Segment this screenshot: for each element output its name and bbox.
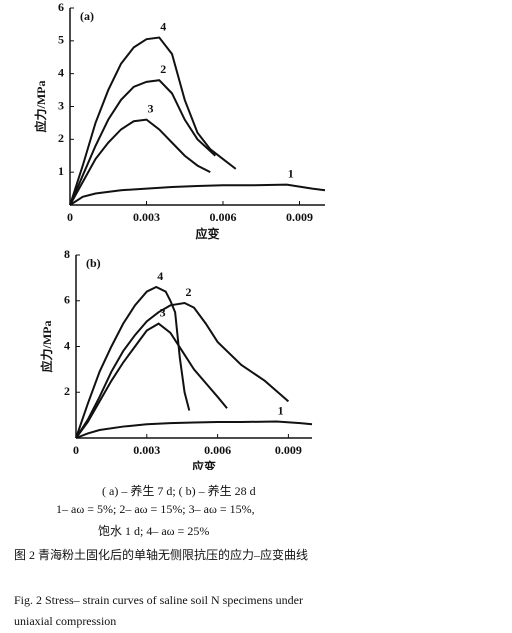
y-tick-label: 4 <box>64 338 70 352</box>
y-tick-label: 5 <box>58 33 64 47</box>
y-tick-label: 2 <box>58 131 64 145</box>
data-line <box>69 36 237 206</box>
y-tick-label: 6 <box>64 293 70 307</box>
data-line <box>69 79 217 206</box>
y-axis-title: 应力/MPa <box>33 81 48 133</box>
series-label: 1 <box>278 403 284 417</box>
series-label: 3 <box>160 305 166 319</box>
x-tick-label: 0.009 <box>286 210 313 224</box>
y-axis-title: 应力/MPa <box>39 321 54 373</box>
x-axis-title: 应变 <box>195 226 219 241</box>
data-line <box>69 118 211 206</box>
x-tick-label: 0.006 <box>204 443 231 457</box>
panel-label: (b) <box>86 256 101 270</box>
caption-title-en: Fig. 2 Stress– strain curves of saline s… <box>14 593 303 628</box>
caption-title-cn: 图 2 青海粉土固化后的单轴无侧限抗压的应力–应变曲线 <box>14 548 309 562</box>
series-label: 4 <box>160 19 166 33</box>
series-label: 3 <box>148 101 154 115</box>
x-axis-title: 应变 <box>192 459 216 470</box>
data-line <box>75 302 290 439</box>
x-tick-label: 0 <box>67 210 73 224</box>
y-tick-label: 6 <box>58 0 64 14</box>
data-line <box>75 285 191 439</box>
x-tick-label: 0 <box>73 443 79 457</box>
x-tick-label: 0.006 <box>210 210 237 224</box>
data-line <box>75 420 313 439</box>
y-tick-label: 4 <box>58 65 64 79</box>
series-label: 4 <box>157 269 163 283</box>
y-tick-label: 3 <box>58 98 64 112</box>
panel-label: (a) <box>80 9 94 23</box>
x-tick-label: 0.009 <box>275 443 302 457</box>
y-tick-label: 1 <box>58 164 64 178</box>
x-tick-label: 0.003 <box>133 210 160 224</box>
x-tick-label: 0.003 <box>133 443 160 457</box>
series-label: 1 <box>288 166 294 180</box>
data-line <box>69 183 326 206</box>
y-tick-label: 2 <box>64 384 70 398</box>
data-line <box>75 322 228 439</box>
series-label: 2 <box>160 62 166 76</box>
series-label: 2 <box>186 285 192 299</box>
y-tick-label: 8 <box>64 247 70 261</box>
caption-legend: ( a) – 养生 7 d; ( b) – 养生 28 d <box>102 484 256 498</box>
caption-legend: 1– aω = 5%; 2– aω = 15%; 3– aω = 15%, <box>56 502 255 516</box>
caption-legend: 饱水 1 d; 4– aω = 25% <box>98 524 210 538</box>
